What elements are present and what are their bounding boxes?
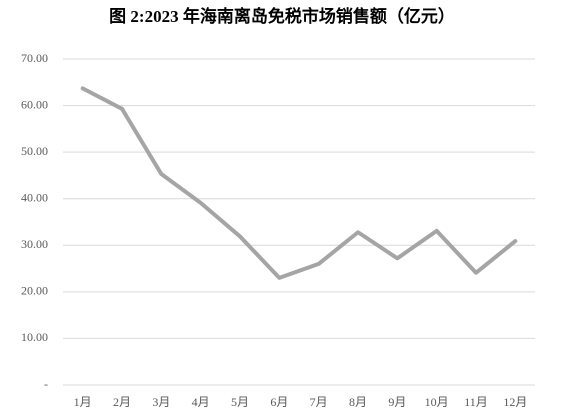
data-line xyxy=(80,86,518,280)
x-tick-label: 1月 xyxy=(74,395,92,409)
x-tick-label: 7月 xyxy=(310,395,328,409)
x-tick-label: 12月 xyxy=(503,395,527,409)
x-tick-label: 6月 xyxy=(270,395,288,409)
x-tick-label: 4月 xyxy=(192,395,210,409)
y-tick-label: - xyxy=(44,377,48,391)
chart-title: 图 2:2023 年海南离岛免税市场销售额（亿元） xyxy=(109,6,455,26)
y-tick-label: 10.00 xyxy=(21,330,48,344)
x-tick-label: 5月 xyxy=(231,395,249,409)
x-tick-label: 11月 xyxy=(464,395,488,409)
y-tick-label: 20.00 xyxy=(21,284,48,298)
x-tick-label: 8月 xyxy=(349,395,367,409)
x-tick-label: 2月 xyxy=(113,395,131,409)
x-tick-label: 3月 xyxy=(152,395,170,409)
x-tick-label: 10月 xyxy=(425,395,449,409)
y-tick-label: 70.00 xyxy=(21,51,48,65)
y-tick-label: 40.00 xyxy=(21,190,48,204)
y-tick-label: 50.00 xyxy=(21,144,48,158)
y-tick-label: 60.00 xyxy=(21,97,48,111)
x-tick-label: 9月 xyxy=(388,395,406,409)
y-tick-label: 30.00 xyxy=(21,237,48,251)
